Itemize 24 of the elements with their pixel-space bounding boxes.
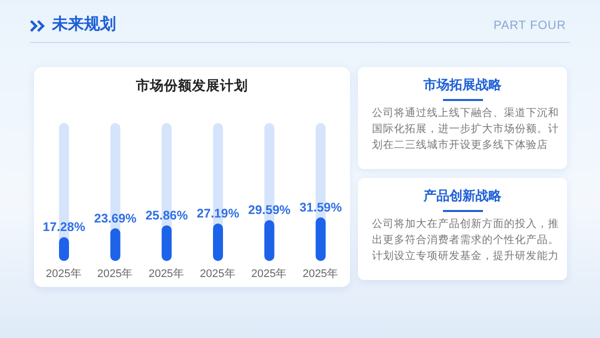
x-tick-label: 2025年: [251, 268, 287, 280]
text: 公司将通过线上线下融合、渠道下沉和国际化拓展，进一步扩大市场份额。计划在二三线城市开设更多线下体验店: [371, 106, 560, 153]
chart-title: 市场份额发展计划: [135, 77, 249, 95]
x-tick-label: 2025年: [302, 268, 338, 280]
data-label: 25.86%: [145, 208, 188, 222]
x-tick-label: 2025年: [148, 268, 184, 280]
data-label: 17.28%: [42, 220, 86, 234]
x-tick-label: 2025年: [200, 268, 236, 280]
bar: [110, 228, 120, 261]
text: 未来规划: [52, 14, 116, 35]
data-label: 29.59%: [248, 203, 291, 218]
text: 市场拓展战略: [422, 76, 502, 94]
data-label: 31.59%: [299, 200, 342, 214]
bar: [162, 225, 172, 261]
text: 产品创新战略: [422, 187, 502, 205]
bar: [264, 220, 274, 261]
data-label: 23.69%: [94, 211, 137, 226]
x-tick-label: 2025年: [46, 268, 82, 280]
bar: [213, 223, 223, 261]
text: 公司将加大在产品创新方面的投入，推出更多符合消费者需求的个性化产品。计划设立专项研发基金，提升研发能力: [371, 217, 560, 264]
bar: [316, 217, 326, 261]
data-label: 27.19%: [196, 206, 240, 220]
text: PART FOUR: [493, 18, 566, 32]
x-tick-label: 2025年: [97, 268, 133, 280]
